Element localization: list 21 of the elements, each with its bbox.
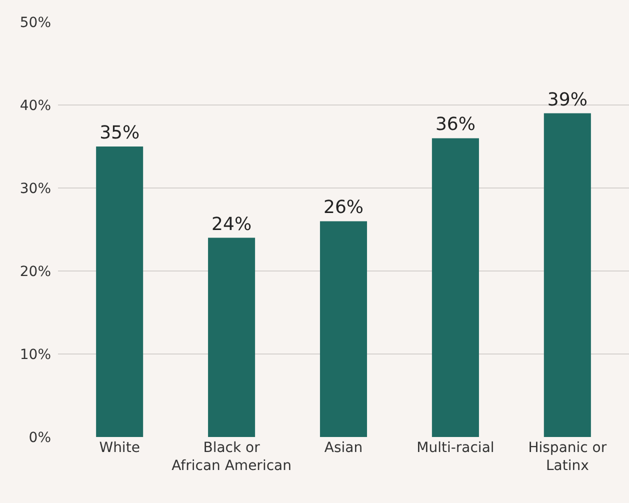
y-tick-label: 10% — [20, 346, 51, 363]
data-label: 39% — [547, 89, 588, 110]
x-tick-label: Black or African American — [172, 440, 292, 474]
y-tick-label: 30% — [20, 180, 51, 197]
data-label: 35% — [100, 122, 140, 144]
y-tick-label: 20% — [20, 264, 51, 280]
bar — [208, 238, 256, 437]
y-tick-label: 0% — [28, 430, 51, 446]
data-label: 24% — [212, 214, 252, 235]
data-label: 26% — [323, 197, 364, 218]
bar — [96, 146, 144, 437]
bar — [432, 138, 479, 437]
x-tick-label: Asian — [324, 440, 363, 456]
x-tick-label: White — [99, 440, 140, 456]
data-label: 36% — [435, 114, 476, 136]
y-tick-label: 40% — [20, 98, 51, 114]
x-tick-label: Multi-racial — [416, 440, 494, 456]
y-tick-label: 50% — [20, 14, 51, 31]
x-tick-label: Hispanic or Latinx — [528, 440, 607, 474]
bar — [544, 113, 591, 437]
bar — [320, 221, 368, 437]
